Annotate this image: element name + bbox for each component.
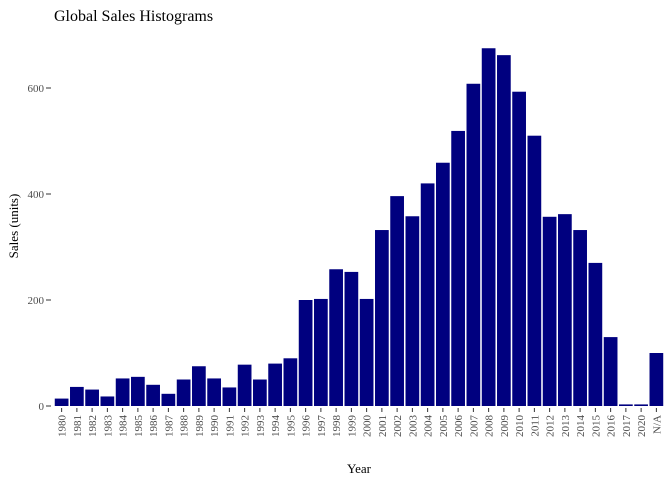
bar-na (649, 353, 664, 406)
x-tick-label: 1980 (57, 415, 69, 438)
bar-2008 (481, 48, 496, 406)
x-axis-title: Year (347, 461, 372, 476)
x-tick-label: 1987 (163, 415, 175, 438)
x-tick-label: 2014 (575, 415, 587, 438)
x-tick-label: 1985 (133, 415, 145, 438)
bar-2012 (542, 216, 557, 406)
bar-1998 (329, 269, 343, 406)
x-tick-label: 1993 (255, 415, 267, 438)
bar-1985 (131, 376, 145, 406)
x-tick-label: 1995 (285, 415, 297, 438)
x-tick-label: 1988 (179, 415, 191, 438)
x-tick-label: N/A (651, 415, 663, 434)
x-tick-label: 1982 (87, 415, 99, 437)
bar-2010 (512, 91, 526, 407)
x-tick-label: 2001 (377, 415, 389, 437)
x-tick-label: 1989 (194, 415, 206, 438)
bar-1996 (298, 300, 313, 406)
y-tick-label: 400 (28, 189, 45, 201)
x-tick-label: 2009 (499, 415, 511, 438)
x-tick-label: 1994 (270, 415, 282, 438)
bar-2003 (405, 216, 420, 406)
x-tick-label: 2006 (453, 415, 465, 438)
bar-2006 (451, 130, 465, 406)
bar-1988 (176, 379, 191, 406)
bar-2011 (527, 135, 542, 406)
bar-2013 (558, 214, 572, 406)
y-tick-label: 600 (28, 83, 45, 95)
x-tick-label: 2002 (392, 415, 404, 437)
x-tick-label: 1997 (316, 415, 328, 438)
bar-1992 (237, 364, 252, 406)
bar-1993 (253, 379, 267, 406)
bar-2017 (619, 404, 633, 406)
bar-1997 (314, 298, 328, 406)
bar-1987 (161, 393, 176, 406)
x-tick-label: 1984 (118, 415, 130, 438)
x-tick-label: 1999 (346, 415, 358, 438)
x-tick-label: 2007 (468, 415, 480, 438)
bar-1990 (207, 378, 221, 406)
x-tick-label: 2020 (636, 415, 648, 438)
y-axis-title: Sales (units) (6, 194, 21, 259)
bar-2016 (603, 337, 618, 406)
bar-2015 (588, 262, 603, 406)
x-tick-label: 2003 (407, 415, 419, 438)
bar-1983 (100, 396, 115, 406)
bar-2001 (375, 230, 389, 406)
bar-1980 (54, 398, 69, 406)
bar-1995 (283, 358, 298, 406)
x-tick-label: 2004 (423, 415, 435, 438)
chart-title: Global Sales Histograms (54, 8, 213, 25)
bar-2014 (573, 230, 587, 406)
bar-2020 (634, 404, 648, 406)
x-tick-label: 2011 (529, 415, 541, 437)
x-tick-label: 2005 (438, 415, 450, 438)
x-tick-label: 2013 (560, 415, 572, 438)
y-tick-label: 200 (28, 295, 45, 307)
bar-2005 (436, 162, 450, 406)
bar-1984 (115, 378, 130, 406)
bar-1994 (268, 363, 282, 406)
bar-2002 (390, 196, 404, 406)
x-tick-label: 2010 (514, 415, 526, 438)
x-tick-label: 1986 (148, 415, 160, 438)
x-tick-label: 1981 (72, 415, 84, 437)
bar-1989 (192, 366, 206, 406)
x-tick-label: 1998 (331, 415, 343, 438)
bar-2004 (420, 183, 435, 406)
x-tick-label: 1992 (240, 415, 252, 437)
y-axis: 0 200 400 600 (28, 83, 51, 413)
bar-2009 (497, 55, 511, 406)
bar-2000 (359, 298, 374, 406)
x-tick-label: 2015 (590, 415, 602, 438)
x-axis: 1980 1981 1982 1983 1984 1985 1986 1987 1988 1989… (57, 408, 663, 438)
x-tick-label: 1996 (301, 415, 313, 438)
x-tick-label: 2012 (545, 415, 557, 437)
x-tick-label: 1990 (209, 415, 221, 438)
bar-1982 (85, 389, 99, 406)
bar-1986 (146, 384, 160, 406)
x-tick-label: 2000 (362, 415, 374, 438)
bar-1991 (222, 387, 237, 406)
bar-1981 (70, 386, 84, 406)
x-tick-label: 2016 (606, 415, 618, 438)
y-tick-label: 0 (39, 401, 45, 413)
x-tick-label: 1983 (102, 415, 114, 438)
x-tick-label: 2008 (484, 415, 496, 438)
x-tick-label: 1991 (224, 415, 236, 437)
bar-1999 (344, 271, 359, 406)
plot-area (54, 48, 664, 407)
bar-2007 (466, 83, 481, 406)
x-tick-label: 2017 (621, 415, 633, 438)
